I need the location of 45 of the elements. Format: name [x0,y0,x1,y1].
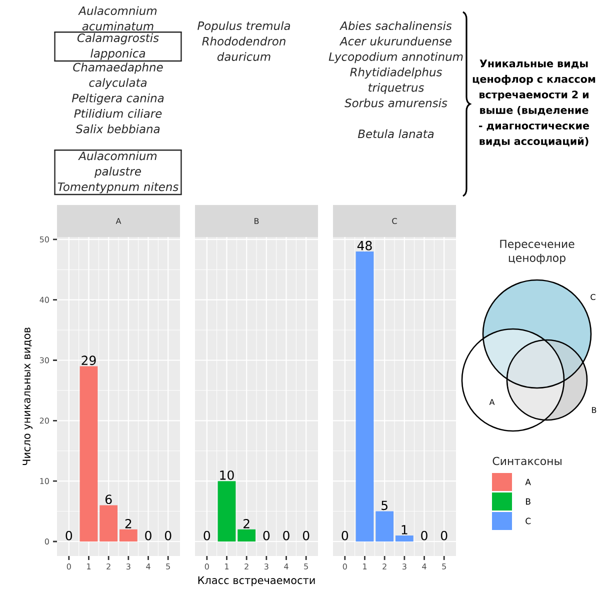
data-label: 48 [357,240,372,250]
data-label: 6 [105,494,112,504]
text: Пересечение ценофлор [500,240,574,264]
data-label: 0 [204,530,210,540]
x-axis-title: Класс встречаемости [198,576,315,586]
bar [119,529,138,542]
text: Aulacomnium palustre [78,151,157,178]
text: Peltigera canina [72,94,164,105]
legend-label: A [525,478,531,486]
text: Уникальные виды ценофлор с классом встречаемости 2 и выше (выделение - диагностические виды ассоциаций) [472,60,596,146]
bar [80,366,98,542]
data-label: 0 [302,530,310,540]
data-label: 0 [263,530,270,540]
data-label: 2 [244,518,250,528]
text: Salix bebbiana [76,124,160,134]
text: Rhododendron dauricum [202,36,286,61]
data-label: 5 [382,500,388,510]
text: Chamaedaphne calyculata [73,62,163,90]
data-label: 0 [342,530,348,540]
legend-label: C [526,518,531,524]
text: Tomentypnum nitens [58,182,178,194]
legend-title: Синтаксоны [492,456,562,466]
data-label: 0 [66,530,72,540]
bar [100,505,118,542]
data-label: 29 [82,356,96,366]
text: Betula lanata [358,129,434,138]
y-axis-title: Число уникальных видов [22,328,32,466]
text: Ptilidium ciliare [74,108,162,118]
data-label: 0 [440,530,448,540]
text: Calamagrostis lapponica [77,33,159,60]
text: Populus tremula [198,21,290,32]
text: Lycopodium annotinum [328,52,463,64]
data-label: 0 [283,530,290,540]
data-label: 2 [125,518,132,528]
text: Aulacomnium acuminatum [78,6,157,30]
text: Rhytidiadelphus triquetrus [350,68,442,94]
data-label: 10 [220,470,234,480]
data-label: 1 [402,525,408,534]
text: Sorbus amurensis [344,98,448,108]
data-label: 0 [164,530,172,540]
text: Acer ukurunduense [339,36,452,46]
data-label: 0 [145,530,152,540]
legend-label: B [526,498,530,505]
text: Abies sachalinensis [340,21,452,30]
data-label: 0 [421,530,428,540]
